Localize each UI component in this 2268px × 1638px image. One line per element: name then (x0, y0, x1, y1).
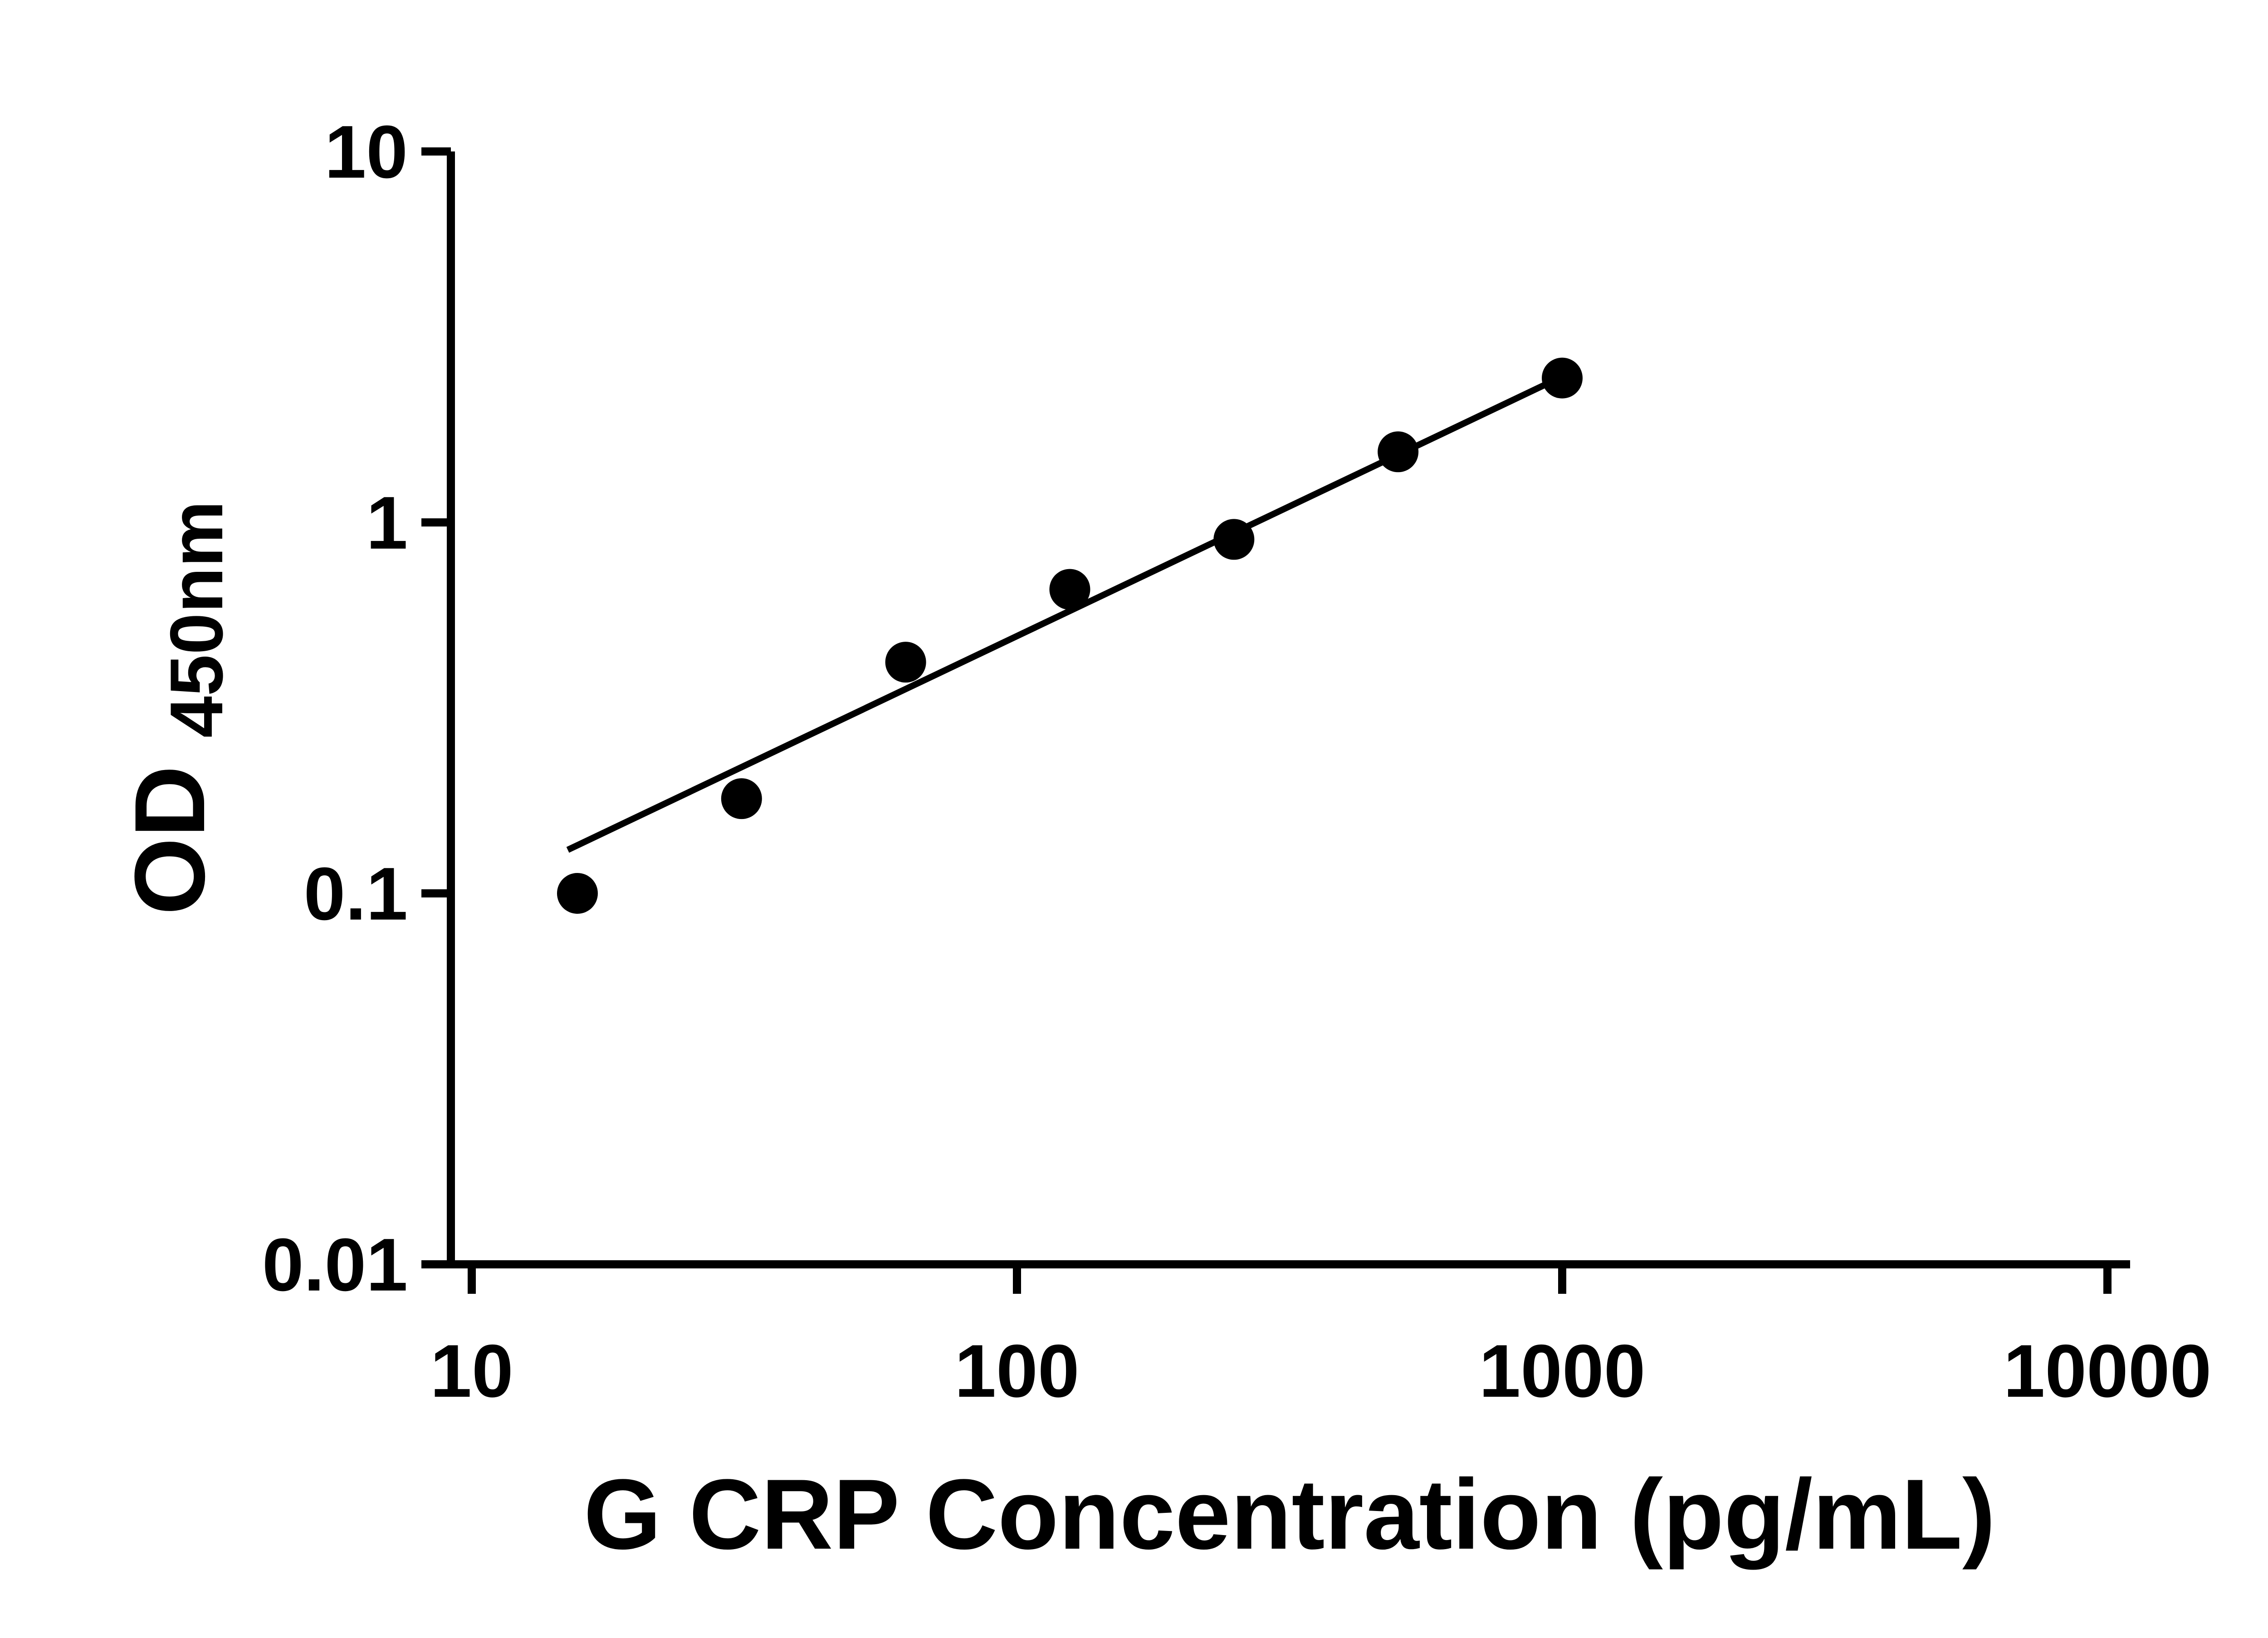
y-tick-label: 1 (366, 481, 408, 565)
y-tick-label: 10 (324, 110, 408, 194)
x-tick-label: 10 (430, 1329, 513, 1413)
x-tick-label: 100 (954, 1329, 1079, 1413)
x-tick-label: 10000 (2004, 1329, 2212, 1413)
x-axis-title: G CRP Concentration (pg/mL) (584, 1458, 1996, 1570)
y-tick-label: 0.01 (262, 1223, 408, 1306)
data-point (1213, 519, 1255, 560)
data-point (1378, 431, 1419, 473)
y-tick-label: 0.1 (304, 852, 408, 936)
y-axis-title-sub: 450nm (155, 501, 238, 738)
data-point (1542, 357, 1583, 399)
y-axis-title-main: OD (114, 765, 225, 915)
data-point (557, 873, 598, 914)
y-axis-title: OD 450nm (114, 501, 238, 915)
x-tick-label: 1000 (1479, 1329, 1645, 1413)
data-point (721, 778, 762, 819)
data-point (885, 642, 926, 683)
data-point (1049, 569, 1090, 610)
